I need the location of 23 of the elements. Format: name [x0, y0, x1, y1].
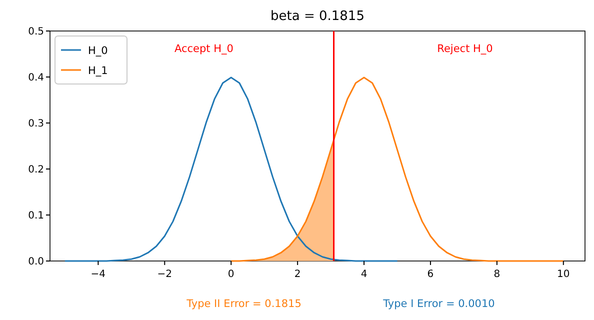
legend-label: H_1 — [88, 65, 108, 77]
x-tick-label: 4 — [360, 269, 368, 280]
x-tick-label: 8 — [494, 269, 500, 280]
line-series — [64, 76, 398, 262]
line-series — [230, 76, 564, 262]
y-tick-label: 0.5 — [28, 26, 44, 38]
y-tick-label: 0.2 — [28, 164, 44, 176]
y-tick-label: 0.1 — [28, 210, 44, 222]
x-tick-label: 0 — [228, 269, 234, 280]
y-tick-label: 0.0 — [28, 256, 44, 268]
y-tick-label: 0.4 — [28, 72, 44, 84]
annotation: Reject H_0 — [437, 43, 493, 55]
x-tick-label: 6 — [427, 269, 434, 280]
x-tick-label: −4 — [90, 269, 106, 280]
x-tick-label: 2 — [294, 269, 301, 280]
text: Type II Error = 0.1815 — [186, 298, 302, 310]
text: Type I Error = 0.0010 — [382, 298, 495, 310]
x-tick-label: 10 — [557, 269, 570, 280]
chart-title: beta = 0.1815 — [270, 9, 364, 24]
legend-label: H_0 — [88, 45, 108, 57]
y-tick-label: 0.3 — [28, 118, 44, 130]
x-tick-label: −2 — [157, 269, 172, 280]
annotation: Accept H_0 — [174, 43, 234, 55]
